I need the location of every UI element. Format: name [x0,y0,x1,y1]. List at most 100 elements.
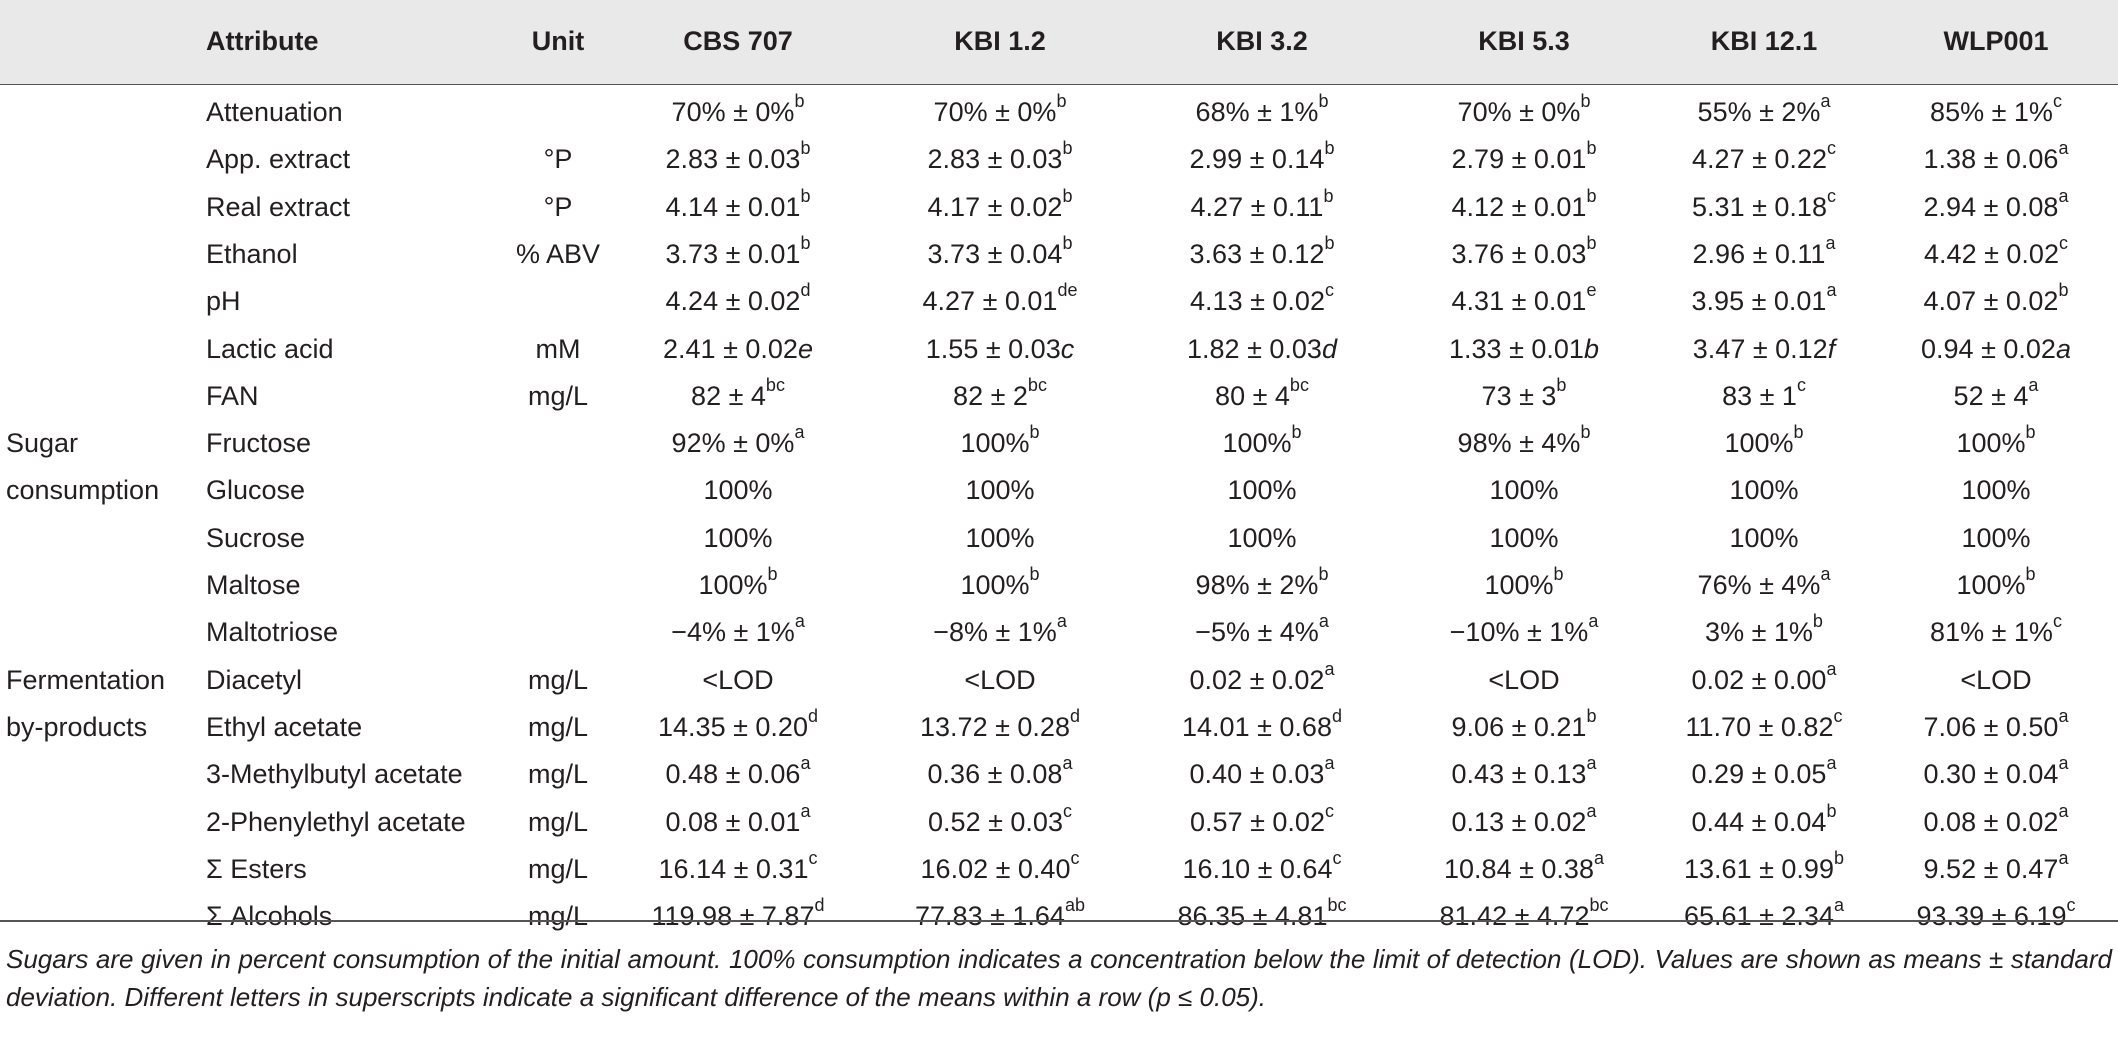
table-cell: 98% ± 4%b [1458,423,1591,458]
cell-value: <LOD [702,664,774,695]
table-cell: 2.99 ± 0.14b [1190,139,1335,174]
significance-letter: c [808,847,818,868]
row-unit: mg/L [527,711,589,742]
header-unit: Unit [531,26,585,56]
significance-letter: a [794,611,805,632]
table-cell: <LOD [964,665,1035,695]
table-cell: 100% [1489,475,1558,505]
row-attribute: 2-Phenylethyl acetate [206,806,466,837]
significance-letter: d [1331,705,1342,726]
significance-letter: b [2025,564,2036,584]
table-cell: −4% ± 1%a [671,612,805,647]
significance-letter: b [1833,847,1844,868]
significance-letter: ab [1064,895,1085,916]
table-cell: 3.76 ± 0.03b [1452,234,1597,269]
cell-value: 1.33 ± 0.01 [1449,333,1584,364]
cell-value: 4.12 ± 0.01 [1451,191,1587,222]
significance-letter: b [1580,422,1591,443]
cell-value: 2.83 ± 0.03 [665,144,801,175]
row-attribute: Ethanol [206,238,298,269]
significance-letter: a [1825,232,1836,253]
table-cell: −5% ± 4%a [1195,612,1329,647]
cell-value: 100% [1227,475,1297,506]
table-cell: 100%b [1724,423,1803,459]
significance-letter: a [1826,658,1837,679]
table-cell: 100%b [960,423,1039,458]
cell-value: −10% ± 1% [1449,617,1589,648]
row-group-label: consumption [6,475,160,506]
row-unit: % ABV [515,238,601,269]
cell-value: 2.96 ± 0.11 [1692,238,1826,269]
row-unit: mg/L [527,380,589,411]
cell-value: 1.38 ± 0.06 [1923,144,2059,175]
table-cell: 16.02 ± 0.40c [921,849,1080,884]
significance-letter: a [2058,847,2069,868]
cell-value: 10.84 ± 0.38 [1444,853,1594,884]
table-cell: 70% ± 0%b [1458,92,1591,127]
table-cell: 7.06 ± 0.50a [1924,707,2069,742]
significance-letter: b [1553,564,1564,584]
significance-letter: b [1029,564,1040,584]
cell-value: 4.14 ± 0.01 [665,191,801,222]
cell-value: 100% [1484,570,1554,600]
significance-letter: bc [1589,895,1609,916]
significance-letter: b [1291,422,1302,443]
significance-letter: d [800,280,811,301]
significance-letter: b [1793,422,1804,443]
cell-value: 86.35 ± 4.81 [1177,901,1328,932]
table-cell: 0.36 ± 0.08a [927,754,1073,790]
table-cell: 4.42 ± 0.02c [1924,234,2068,269]
table-cell: 11.70 ± 0.82c [1686,707,1843,742]
cell-value: 100% [1724,428,1794,459]
significance-letter: b [1826,800,1837,821]
cell-value: 4.17 ± 0.02 [927,191,1063,222]
cell-value: 4.27 ± 0.01 [922,286,1058,317]
table-cell: 55% ± 2%a [1697,92,1831,127]
table-cell: 16.10 ± 0.64c [1183,849,1342,884]
significance-letter: a [1820,564,1831,584]
cell-value: 2.83 ± 0.03 [927,144,1063,175]
row-attribute: Attenuation [206,97,343,127]
cell-value: −8% ± 1% [933,617,1057,648]
table-cell: 0.48 ± 0.06a [666,754,811,789]
significance-letter: b [767,564,778,584]
row-unit: mg/L [527,664,589,695]
significance-letter: b [1062,232,1073,253]
significance-letter: b [1812,611,1823,632]
cell-value: 16.14 ± 0.31 [658,853,809,884]
significance-letter: de [1057,280,1078,301]
cell-value: 85% ± 1% [1930,97,2053,127]
cell-value: 3.73 ± 0.04 [927,238,1063,269]
cell-value: 70% ± 0% [671,97,795,127]
cell-value: 0.13 ± 0.02 [1451,806,1587,837]
significance-letter: a [1318,611,1329,632]
cell-value: 0.36 ± 0.08 [927,759,1063,790]
significance-letter: b [1318,564,1329,584]
cell-value: 2.41 ± 0.02 [663,333,798,364]
significance-letter: b [1586,138,1597,159]
table-cell: 3.47 ± 0.12f [1693,334,1835,364]
significance-letter: a [2058,185,2069,206]
table-cell: 100% [1729,475,1798,505]
cell-value: 100% [703,475,773,506]
row-attribute: App. extract [206,144,351,175]
significance-letter: b [1318,91,1329,111]
table-cell: 76% ± 4%a [1698,565,1831,600]
table-cell: 52 ± 4a [1954,376,2039,411]
significance-letter: b [1580,91,1591,111]
table-cell: 0.02 ± 0.00a [1692,660,1837,695]
significance-letter: a [1588,611,1599,632]
significance-letter: c [1332,847,1342,868]
table-cell: 0.44 ± 0.04b [1692,802,1837,837]
significance-letter: c [1060,333,1075,364]
table-cell: 82 ± 2bc [953,376,1047,411]
cell-value: 100% [1489,475,1559,506]
row-attribute: Sucrose [206,522,306,553]
table-cell: 3.63 ± 0.12b [1190,234,1335,269]
table-cell: 98% ± 2%b [1196,565,1329,600]
cell-value: 100% [1729,475,1799,506]
cell-value: 73 ± 3 [1481,380,1557,411]
significance-letter: a [800,800,811,821]
table-cell: 119.98 ± 7.87d [652,896,825,931]
cell-value: 55% ± 2% [1697,97,1821,127]
